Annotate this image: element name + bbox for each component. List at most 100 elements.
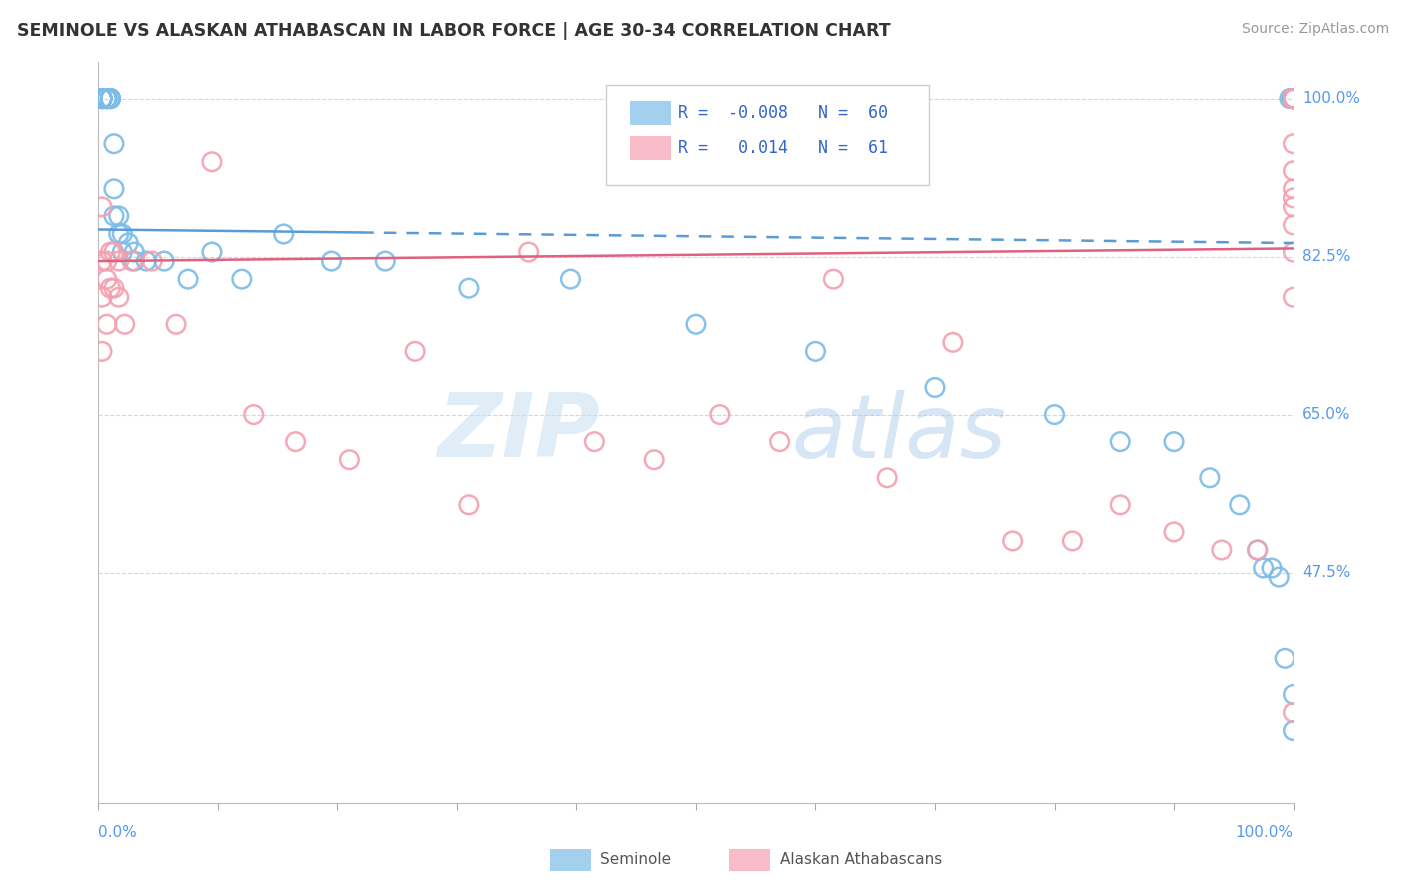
Point xyxy=(583,434,606,449)
Point xyxy=(1282,91,1305,105)
Point xyxy=(1282,91,1305,105)
Point xyxy=(91,254,114,268)
Point xyxy=(111,245,134,260)
Point xyxy=(1282,91,1305,105)
Point xyxy=(96,91,118,105)
Point xyxy=(1211,543,1233,558)
Point xyxy=(107,290,129,304)
Point xyxy=(517,245,540,260)
Point xyxy=(91,91,114,105)
FancyBboxPatch shape xyxy=(630,101,671,125)
Point xyxy=(1282,91,1305,105)
Point xyxy=(1043,408,1066,422)
Point xyxy=(876,471,898,485)
Point xyxy=(1247,543,1270,558)
Point xyxy=(103,182,125,196)
Point xyxy=(1001,533,1024,548)
Point xyxy=(103,281,125,295)
Point xyxy=(1282,706,1305,720)
FancyBboxPatch shape xyxy=(606,85,929,185)
Point xyxy=(1109,498,1132,512)
Point xyxy=(98,245,122,260)
Point xyxy=(1282,91,1305,105)
Point xyxy=(91,91,114,105)
Point xyxy=(273,227,295,241)
Point xyxy=(91,91,114,105)
Point xyxy=(96,318,118,332)
Point xyxy=(243,408,266,422)
Point xyxy=(1163,434,1185,449)
Point xyxy=(96,91,118,105)
Point xyxy=(91,290,114,304)
Point xyxy=(1282,191,1305,205)
Point xyxy=(339,452,361,467)
Point xyxy=(201,245,224,260)
Text: atlas: atlas xyxy=(792,390,1007,475)
FancyBboxPatch shape xyxy=(630,136,671,161)
Point xyxy=(1253,561,1275,575)
Point xyxy=(103,209,125,223)
Point xyxy=(1282,723,1305,738)
FancyBboxPatch shape xyxy=(550,849,591,871)
Point xyxy=(823,272,845,286)
Point xyxy=(96,91,118,105)
Text: 100.0%: 100.0% xyxy=(1302,91,1360,106)
Point xyxy=(804,344,827,359)
Point xyxy=(1282,688,1305,702)
Point xyxy=(91,91,114,105)
Point xyxy=(1062,533,1084,548)
Point xyxy=(1282,91,1305,105)
Point xyxy=(1261,561,1284,575)
Point xyxy=(91,344,114,359)
Point xyxy=(96,254,118,268)
Point xyxy=(177,272,200,286)
Point xyxy=(1247,543,1270,558)
Point xyxy=(91,91,114,105)
Point xyxy=(458,498,481,512)
Text: 100.0%: 100.0% xyxy=(1236,825,1294,840)
Point xyxy=(458,281,481,295)
Point xyxy=(121,254,143,268)
Text: Source: ZipAtlas.com: Source: ZipAtlas.com xyxy=(1241,22,1389,37)
Point xyxy=(98,91,122,105)
Point xyxy=(1282,91,1305,105)
Point xyxy=(91,200,114,214)
Point xyxy=(709,408,731,422)
Point xyxy=(201,154,224,169)
Point xyxy=(374,254,396,268)
Point xyxy=(284,434,307,449)
Point xyxy=(107,254,129,268)
Point xyxy=(1282,91,1305,105)
Point xyxy=(1281,91,1303,105)
Point xyxy=(1282,91,1305,105)
Point xyxy=(98,91,122,105)
Point xyxy=(924,380,946,394)
Point xyxy=(1282,182,1305,196)
Text: 82.5%: 82.5% xyxy=(1302,249,1350,264)
Point xyxy=(1282,218,1305,232)
Point xyxy=(1282,136,1305,151)
Point xyxy=(1199,471,1222,485)
Point xyxy=(96,91,118,105)
Point xyxy=(685,318,707,332)
Point xyxy=(1282,91,1305,105)
Point xyxy=(141,254,163,268)
Point xyxy=(124,254,146,268)
Point xyxy=(91,91,114,105)
Point xyxy=(1282,91,1305,105)
Point xyxy=(98,91,122,105)
Point xyxy=(1282,290,1305,304)
Point xyxy=(1278,91,1301,105)
Point xyxy=(98,91,122,105)
Point xyxy=(124,245,146,260)
Point xyxy=(1229,498,1251,512)
Point xyxy=(96,272,118,286)
Point xyxy=(1274,651,1296,665)
Point xyxy=(1163,524,1185,539)
Point xyxy=(404,344,426,359)
Point xyxy=(1109,434,1132,449)
Text: Alaskan Athabascans: Alaskan Athabascans xyxy=(780,853,942,867)
Text: Seminole: Seminole xyxy=(600,853,672,867)
Point xyxy=(103,245,125,260)
Point xyxy=(942,335,965,350)
